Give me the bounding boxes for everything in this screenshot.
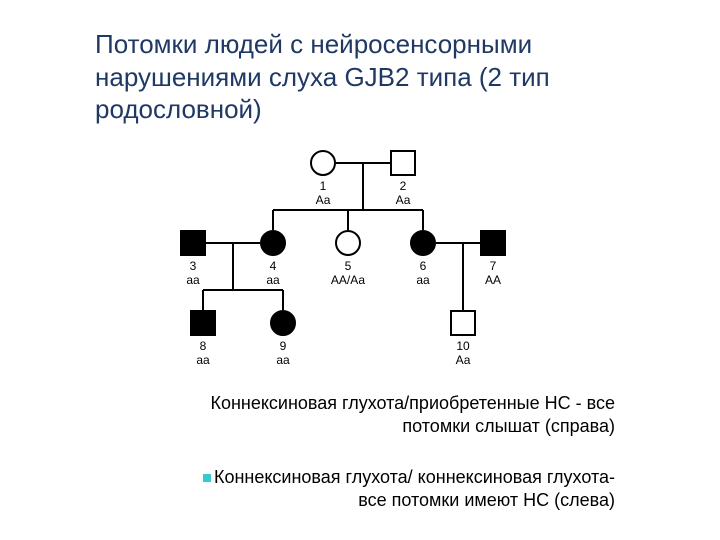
person-7 <box>480 230 506 256</box>
person-5 <box>335 230 361 256</box>
page-title: Потомки людей с нейросенсорными нарушени… <box>95 28 635 126</box>
bullet-icon <box>203 474 211 482</box>
caption-right: Коннексиновая глухота/приобретенные НС -… <box>195 392 615 437</box>
person-2 <box>390 150 416 176</box>
person-label-2: 2Аа <box>396 180 411 208</box>
pedigree-diagram: 1Аа 2Аа 3аа 4аа 5АА/Аа 6аа 7АА 8аа 9аа 10Аа <box>160 150 560 380</box>
person-label-9: 9аа <box>276 340 289 368</box>
caption-left: Коннексиновая глухота/ коннексиновая глу… <box>195 466 615 511</box>
person-label-10: 10Аа <box>456 340 471 368</box>
person-3 <box>180 230 206 256</box>
person-label-8: 8аа <box>196 340 209 368</box>
person-label-4: 4аа <box>266 260 279 288</box>
person-label-5: 5АА/Аа <box>331 260 365 288</box>
person-9 <box>270 310 296 336</box>
person-label-7: 7АА <box>485 260 501 288</box>
person-label-3: 3аа <box>186 260 199 288</box>
person-8 <box>190 310 216 336</box>
caption-left-text: Коннексиновая глухота/ коннексиновая глу… <box>214 467 615 510</box>
person-4 <box>260 230 286 256</box>
person-10 <box>450 310 476 336</box>
person-label-1: 1Аа <box>316 180 331 208</box>
person-label-6: 6аа <box>416 260 429 288</box>
person-1 <box>310 150 336 176</box>
person-6 <box>410 230 436 256</box>
